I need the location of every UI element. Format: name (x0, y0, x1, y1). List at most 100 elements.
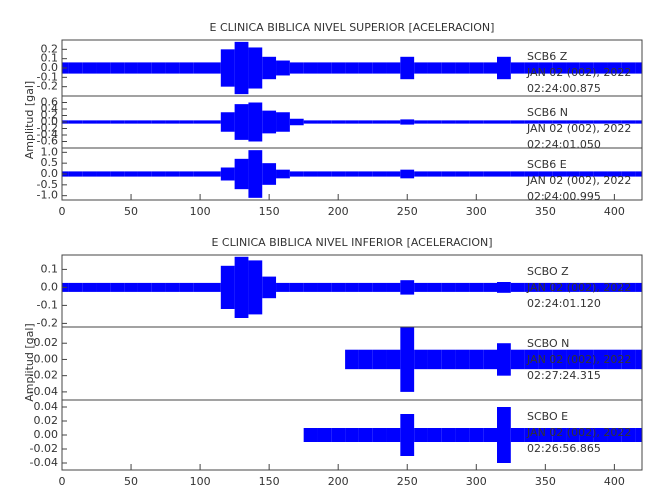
trace-sample (234, 256, 249, 318)
x-tick-label: 0 (59, 475, 66, 488)
trace-sample (276, 169, 290, 179)
trace-sample (289, 171, 304, 177)
trace-sample (579, 120, 594, 124)
trace-sample (579, 349, 594, 370)
trace-sample (262, 163, 277, 185)
trace-sample (165, 62, 180, 74)
trace-sample (372, 282, 387, 292)
trace-date: JAN 02 (002), 2022 (526, 281, 631, 294)
trace-sample (137, 62, 152, 74)
trace-sample (137, 282, 152, 292)
trace-sample (317, 428, 332, 442)
y-tick-label: 0.02 (34, 414, 59, 427)
y-tick-label: 0.2 (41, 42, 59, 55)
trace-sample (165, 282, 180, 292)
chart-title: E CLINICA BIBLICA NIVEL INFERIOR [ACELER… (211, 236, 492, 249)
trace-sample (607, 62, 622, 74)
trace-sample (82, 171, 97, 177)
trace-sample (607, 171, 622, 177)
trace-sample (427, 428, 442, 442)
trace-sample (414, 171, 428, 177)
trace-sample (372, 171, 387, 177)
trace-sample (497, 407, 511, 463)
trace-sample (497, 56, 511, 80)
traces (62, 41, 642, 198)
y-tick-label: -0.2 (37, 122, 58, 135)
y-tick-label: 0.1 (41, 52, 59, 65)
trace-date: JAN 02 (002), 2022 (526, 426, 631, 439)
trace-sample (248, 47, 263, 89)
trace-sample (400, 119, 415, 125)
trace-sample (552, 120, 567, 124)
trace-sample (331, 428, 346, 442)
trace-sample (455, 62, 470, 74)
trace-sample (414, 62, 428, 74)
trace-sample (427, 171, 442, 177)
trace-sample (607, 428, 622, 442)
trace-sample (234, 41, 249, 95)
trace-sample (441, 171, 456, 177)
trace-sample (345, 349, 359, 370)
trace-sample (386, 349, 401, 370)
trace-sample (566, 282, 580, 292)
trace-sample (510, 428, 525, 442)
y-tick-label: 0.04 (34, 400, 59, 413)
trace-sample (193, 62, 207, 74)
trace-sample (621, 62, 636, 74)
trace-sample (427, 62, 442, 74)
trace-sample (386, 428, 401, 442)
trace-sample (593, 282, 608, 292)
trace-sample (510, 171, 525, 177)
trace-sample (483, 62, 497, 74)
trace-sample (441, 120, 456, 124)
trace-sample (469, 282, 484, 292)
trace-sample (248, 260, 263, 315)
trace-name: SCB6 N (527, 106, 568, 119)
trace-sample (607, 120, 622, 124)
trace-sample (483, 282, 497, 292)
trace-sample (331, 120, 346, 124)
x-tick-label: 350 (535, 205, 556, 218)
trace-sample (248, 102, 263, 142)
trace-sample (386, 62, 401, 74)
trace-sample (372, 120, 387, 124)
y-tick-label: -0.04 (30, 385, 58, 398)
trace-sample (151, 120, 166, 124)
trace-sample (427, 282, 442, 292)
trace-sample (207, 171, 221, 177)
x-tick-label: 100 (190, 205, 211, 218)
trace-sample (621, 171, 636, 177)
y-tick-label: -0.04 (30, 456, 58, 469)
trace-sample (552, 282, 567, 292)
trace-sample (469, 349, 484, 370)
trace-sample (165, 120, 180, 124)
trace-sample (414, 349, 428, 370)
y-tick-label: -0.2 (37, 316, 58, 329)
trace-sample (552, 171, 567, 177)
trace-date: JAN 02 (002), 2022 (526, 66, 631, 79)
x-tick-label: 250 (397, 475, 418, 488)
trace-sample (179, 120, 194, 124)
trace-sample (510, 349, 525, 370)
trace-sample (193, 282, 207, 292)
trace-sample (621, 120, 636, 124)
trace-sample (124, 120, 138, 124)
trace-sample (96, 171, 111, 177)
trace-sample (538, 428, 553, 442)
trace-sample (635, 349, 642, 370)
y-tick-label: -0.6 (37, 135, 58, 148)
y-axis-label: Amplitud [gal] (23, 81, 36, 159)
y-tick-label: 0.4 (41, 102, 59, 115)
trace-sample (358, 171, 373, 177)
x-tick-label: 400 (604, 205, 625, 218)
trace-sample (151, 62, 166, 74)
trace-sample (552, 349, 567, 370)
trace-sample (441, 428, 456, 442)
trace-name: SCBO E (527, 410, 568, 423)
trace-sample (234, 158, 249, 190)
x-tick-label: 300 (466, 205, 487, 218)
trace-sample (441, 282, 456, 292)
trace-date: JAN 02 (002), 2022 (526, 122, 631, 135)
y-tick-label: 0.00 (34, 352, 59, 365)
panel-frame (61, 399, 643, 471)
